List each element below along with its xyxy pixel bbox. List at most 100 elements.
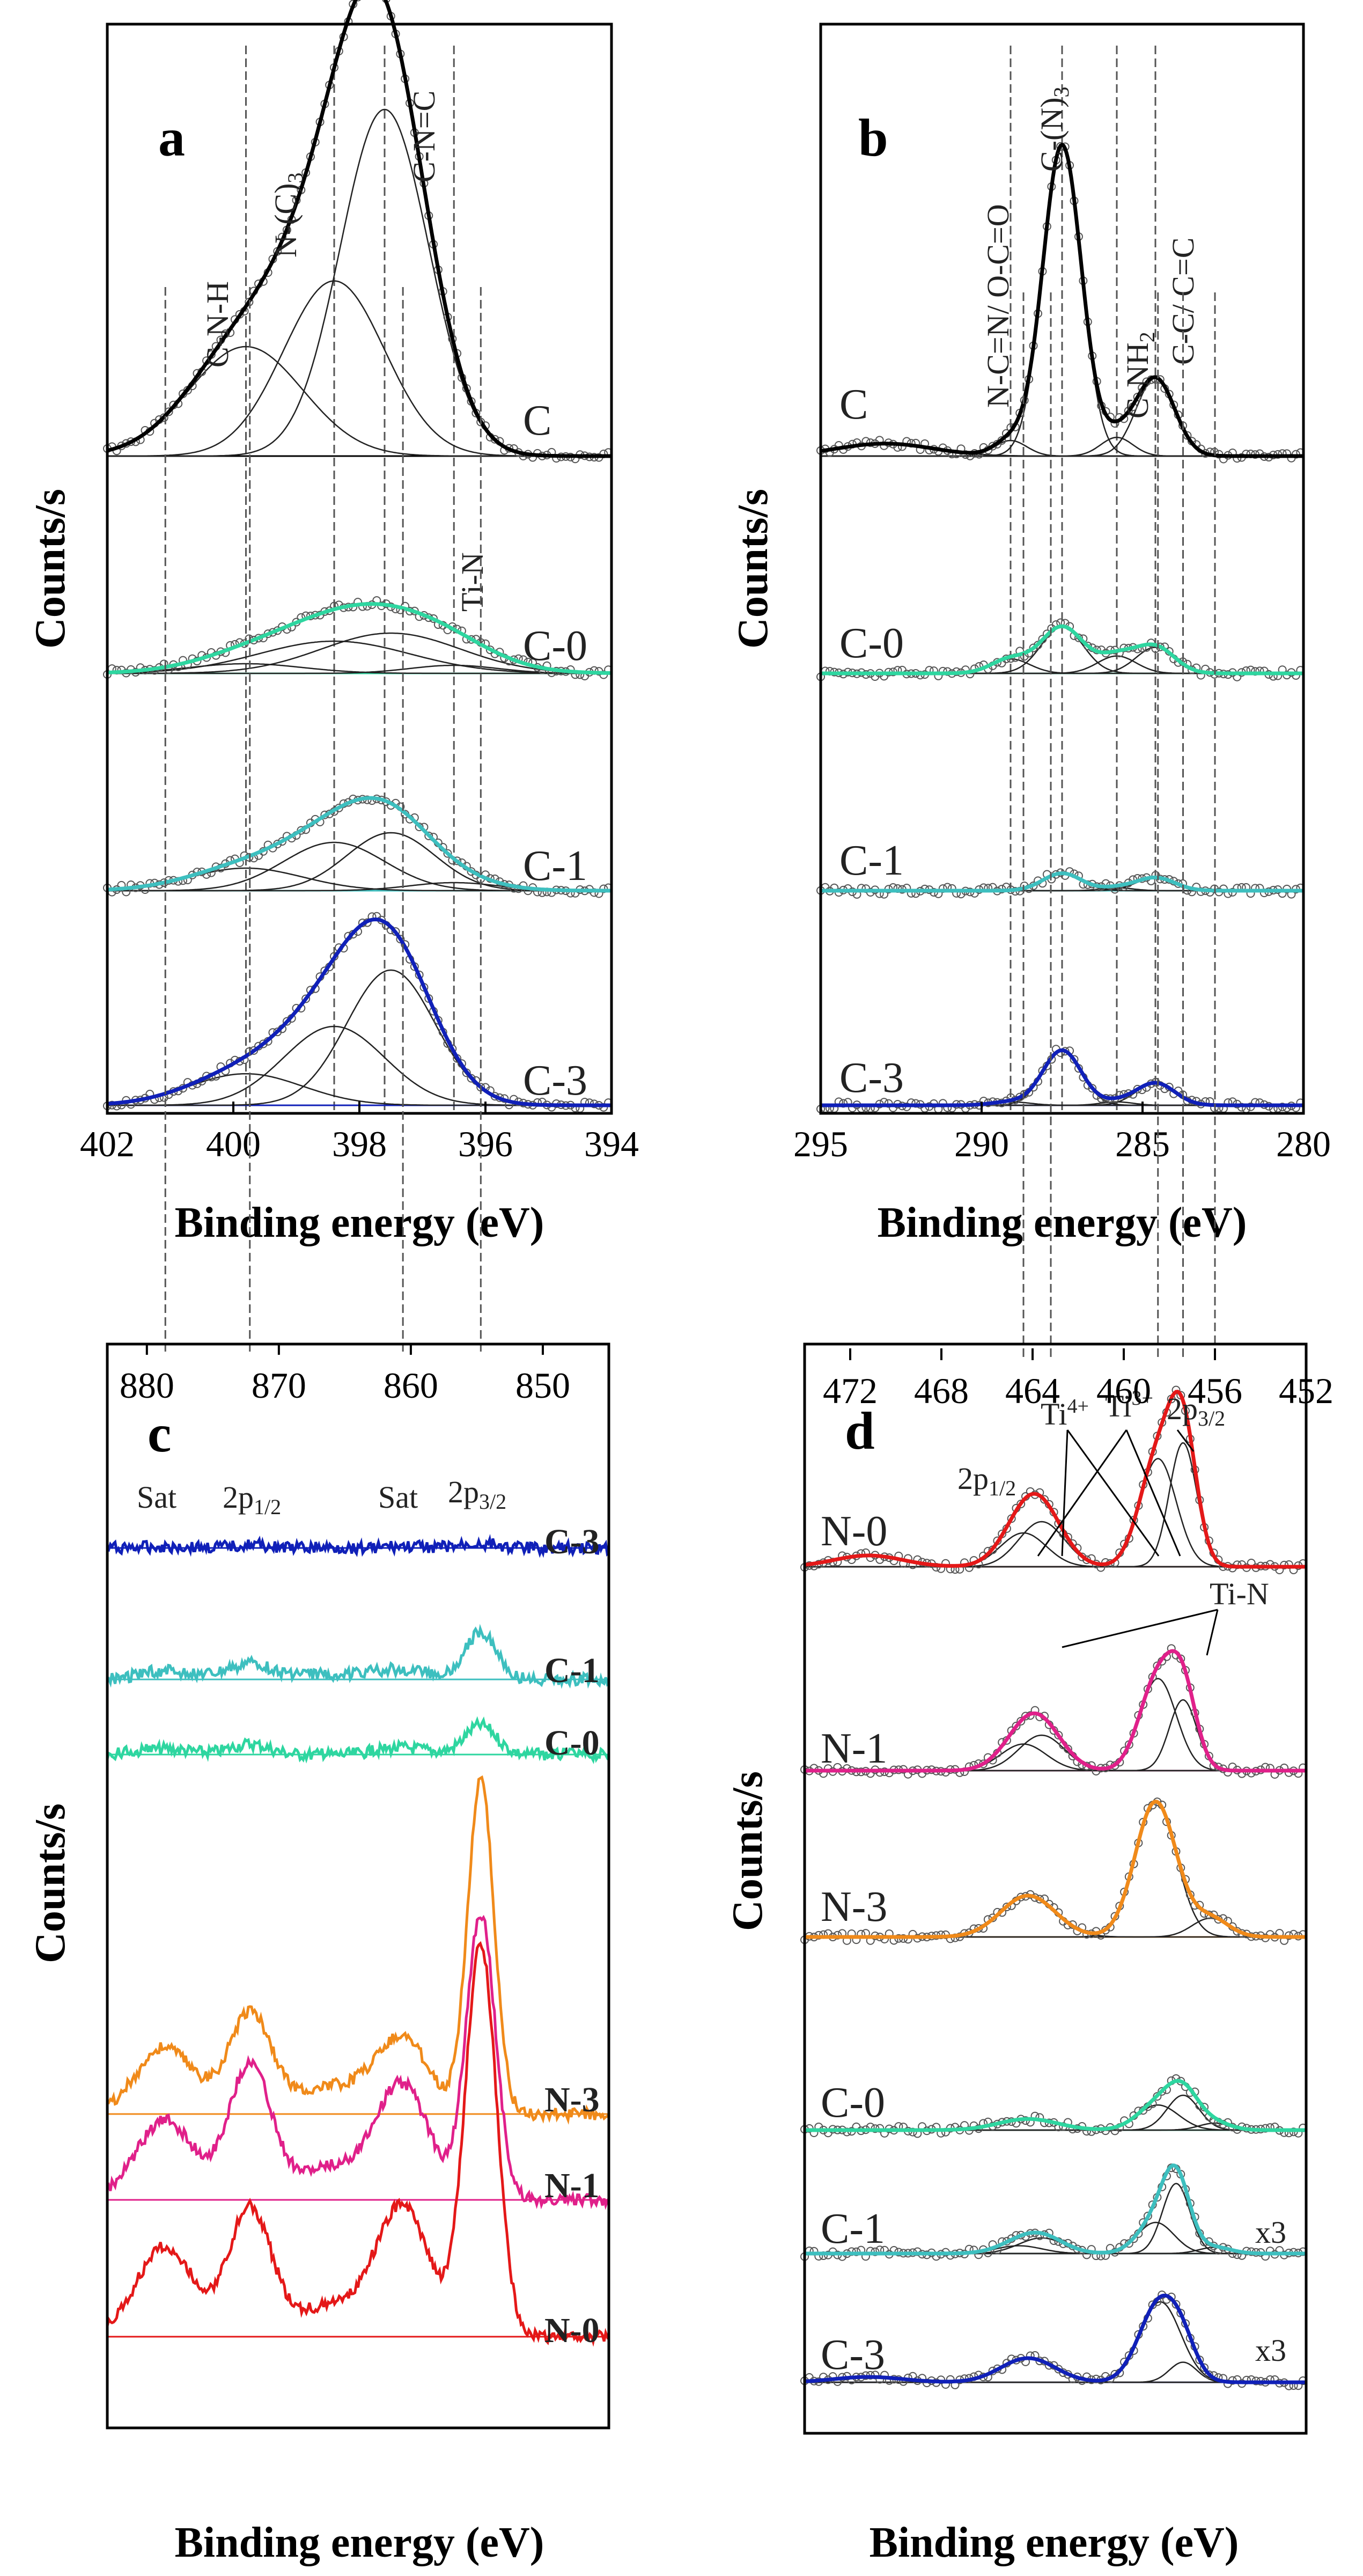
- panel-b-series-c: [820, 142, 1303, 458]
- panel-a-data-point-c: [490, 435, 499, 444]
- panel-b-series-c-0: [821, 624, 1303, 676]
- panel-d-series-c-1: [805, 2163, 1306, 2256]
- panel-a-data-point-c-1: [424, 831, 433, 840]
- panel-a-x-tick-label: 398: [332, 1124, 387, 1164]
- panel-a-series-c-0: [107, 602, 611, 675]
- panel-d-data-point-c-0: [1153, 2092, 1162, 2101]
- ti3-leader-1: [1037, 1429, 1128, 1557]
- panel-a-series-label-c: C: [523, 397, 551, 444]
- panel-a-component-peak-c-0: [107, 664, 611, 674]
- panel-a-series-label-c3: C-3: [523, 1057, 587, 1104]
- panel-c-x-tick-label: 870: [252, 1365, 306, 1406]
- panel-d-data-point-c-3: [1204, 2370, 1213, 2379]
- panel-d-data-point-c-1: [1129, 2234, 1138, 2243]
- peak-label-ti4: Ti4+: [1041, 1395, 1089, 1432]
- panel-b-y-axis-title: Counts/s: [730, 489, 777, 649]
- peak-label-cn3: C-(N)3: [1034, 86, 1073, 172]
- peak-label-sat-2: Sat: [378, 1480, 418, 1515]
- panel-d-x-tick-label: 472: [823, 1370, 878, 1411]
- peak-label-2p12-d: 2p1/2: [957, 1461, 1016, 1500]
- panel-a-series-label-c0: C-0: [523, 622, 587, 670]
- panel-a-series-c-3: [107, 917, 611, 1107]
- peak-label-cnc: C-N=C: [407, 91, 441, 182]
- panel-b-data-point-c-0: [1029, 643, 1038, 652]
- panel-c-series-n-1: [106, 1914, 610, 2210]
- panel-b-series-label-c: C: [839, 381, 868, 428]
- panel-a-plot-area: [103, 0, 613, 1113]
- panel-d: d Ti4+ Ti3+ 2p3/2 2p1/2 Ti-N N-0 N-1 N-3…: [724, 292, 1333, 2566]
- panel-c-series-label-n0: N-0: [544, 2311, 600, 2350]
- panel-c-x-tick-label: 860: [384, 1365, 438, 1406]
- panel-a-component-peak-c-0: [107, 640, 611, 674]
- panel-c-x-ticks: 880 870 860 850: [120, 1343, 570, 1406]
- panel-a-x-tick-label: 396: [458, 1124, 513, 1164]
- panel-d-multiplier-c1: x3: [1255, 2215, 1286, 2250]
- panel-d-series-label-n1: N-1: [821, 1725, 887, 1772]
- panel-b-x-axis-title: Binding energy (eV): [878, 1199, 1247, 1246]
- tin-leader-2: [1206, 1609, 1219, 1656]
- panel-b-x-tick-label: 295: [793, 1124, 848, 1164]
- panel-b-series-label-c3: C-3: [839, 1054, 904, 1102]
- peak-label-tin: Ti-N: [455, 552, 490, 612]
- peak-label-sat-1: Sat: [137, 1480, 176, 1515]
- panel-b-series-label-c1: C-1: [839, 837, 904, 884]
- panel-a-series-c: [107, 0, 611, 458]
- panel-d-multiplier-c3: x3: [1255, 2333, 1286, 2368]
- panel-b-letter: b: [858, 108, 888, 167]
- panel-d-letter: d: [845, 1401, 875, 1461]
- panel-a-x-ticks: 402 400 398 396 394: [80, 1102, 639, 1164]
- panel-b-data-point-c: [1110, 419, 1119, 428]
- panel-d-x-tick-label: 468: [914, 1370, 969, 1411]
- panel-d-series-n-3: [805, 1800, 1306, 1939]
- peak-label-nc3: N-(C)3: [268, 172, 307, 258]
- panel-d-data-point-n-1: [1054, 1730, 1063, 1740]
- panel-c-series-n-3: [106, 1775, 610, 2125]
- panel-d-x-tick-label: 464: [1005, 1370, 1060, 1411]
- panel-d-data-point-n-1: [1016, 1716, 1026, 1726]
- panel-c-plot-area: [106, 287, 610, 2347]
- panel-c-series-label-n1: N-1: [544, 2166, 600, 2205]
- panel-a-frame: [106, 23, 613, 1115]
- panel-c-x-axis-title: Binding energy (eV): [175, 2519, 544, 2566]
- panel-a-data-point-c: [164, 407, 173, 416]
- peak-label-cnh: C-N-H: [200, 281, 235, 368]
- panel-c-letter: c: [148, 1404, 171, 1463]
- panel-a-data-point-c-1: [297, 826, 306, 835]
- panel-a-data-point-c-3: [282, 1017, 291, 1026]
- panel-b-series-label-c0: C-0: [839, 620, 904, 667]
- panel-b-data-point-c-0: [1083, 641, 1092, 650]
- panel-a-data-point-c-3: [259, 1039, 268, 1048]
- panel-d-series-label-c1: C-1: [821, 2205, 885, 2252]
- panel-a-x-tick-label: 394: [584, 1124, 639, 1164]
- panel-a-data-point-c: [159, 413, 168, 422]
- panel-a-x-axis-title: Binding energy (eV): [175, 1199, 544, 1246]
- panel-c-series-c-0: [106, 1716, 610, 1765]
- peak-label-ncn-oco: N-C=N/ O-C=O: [981, 204, 1015, 408]
- panel-d-x-axis-title: Binding energy (eV): [870, 2519, 1239, 2566]
- peak-label-2p32: 2p3/2: [448, 1474, 506, 1514]
- panel-a-data-point-c-1: [443, 849, 452, 858]
- peak-label-cnh2: C-NH2: [1120, 332, 1159, 419]
- panel-d-series-c-0: [805, 2079, 1306, 2132]
- panel-a-data-point-c-3: [467, 1074, 476, 1083]
- ti4-leader-1: [1061, 1429, 1069, 1557]
- panel-c-series-label-c1: C-1: [544, 1651, 600, 1690]
- p32-leader: [1176, 1429, 1195, 1452]
- panel-c-x-tick-label: 880: [120, 1365, 174, 1406]
- panel-b: b N-C=N/ O-C=O C-(N)3 C-NH2 C-C/ C=C C C…: [730, 23, 1331, 1246]
- panel-b-plot-area: [816, 46, 1305, 1113]
- panel-d-series-label-c0: C-0: [821, 2079, 885, 2126]
- peak-label-2p32-d: 2p3/2: [1167, 1391, 1225, 1430]
- panel-d-data-point-n-1: [1012, 1721, 1021, 1730]
- panel-b-x-tick-label: 290: [954, 1124, 1009, 1164]
- panel-d-annotation-lines: [1037, 1429, 1219, 1656]
- panel-d-frame: [803, 1342, 1308, 2435]
- panel-d-series-n-1: [805, 1649, 1306, 1773]
- panel-d-data-point-n-3: [1002, 1902, 1011, 1911]
- panel-c: c Sat 2p1/2 Sat 2p3/2 C-3 C-1 C-0 N-3 N-…: [27, 287, 610, 2566]
- panel-a-series-c-1: [107, 796, 611, 893]
- panel-b-data-point-c-0: [1074, 633, 1083, 642]
- panel-c-frame: [106, 1342, 610, 2430]
- panel-c-series-label-c0: C-0: [544, 1723, 600, 1763]
